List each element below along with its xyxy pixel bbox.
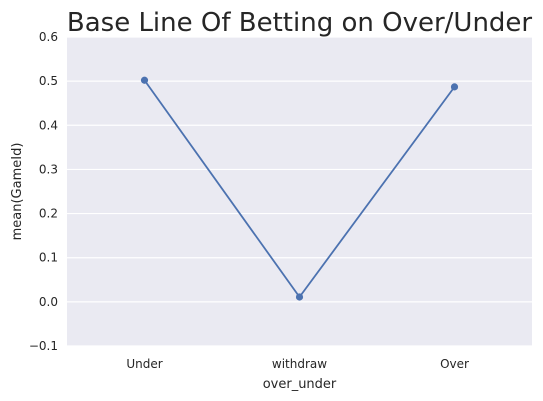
- x-axis-label: over_under: [263, 377, 337, 392]
- data-point: [140, 76, 149, 84]
- y-tick-labels: −0.1 0.0 0.1 0.2 0.3 0.4 0.5 0.6: [29, 30, 58, 353]
- y-tick-label: 0.3: [39, 162, 58, 176]
- y-tick-label: 0.6: [39, 30, 58, 44]
- y-axis-label: mean(GameId): [10, 143, 25, 241]
- x-tick-label: Over: [440, 357, 469, 371]
- x-tick-labels: Under withdraw Over: [126, 357, 469, 371]
- y-tick-label: 0.1: [39, 251, 58, 265]
- y-tick-label: 0.0: [39, 295, 58, 309]
- y-tick-label: −0.1: [29, 339, 58, 353]
- y-tick-label: 0.5: [39, 74, 58, 88]
- grid-lines: [67, 36, 532, 347]
- x-tick-label: Under: [126, 357, 162, 371]
- y-tick-label: 0.4: [39, 118, 58, 132]
- data-point: [295, 293, 304, 301]
- x-tick-label: withdraw: [272, 357, 327, 371]
- y-tick-label: 0.2: [39, 207, 58, 221]
- series-layer: [140, 76, 459, 301]
- data-point: [450, 83, 459, 91]
- chart-title: Base Line Of Betting on Over/Under: [67, 8, 533, 38]
